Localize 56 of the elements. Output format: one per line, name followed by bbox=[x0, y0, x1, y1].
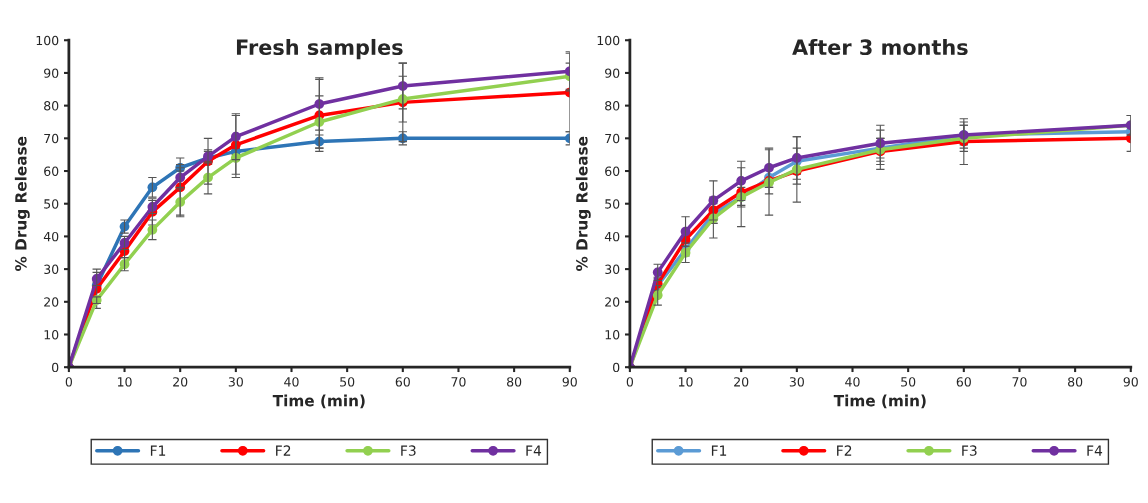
legend-label: F4 bbox=[1087, 445, 1103, 456]
y-tick-label: 90 bbox=[44, 68, 59, 78]
legend-label: F1 bbox=[150, 445, 166, 456]
x-tick-label: 60 bbox=[956, 377, 971, 387]
x-axis-title: Time (min) bbox=[833, 394, 926, 409]
x-tick-label: 70 bbox=[451, 377, 466, 387]
legend-label: F3 bbox=[401, 445, 416, 456]
y-tick-label: 50 bbox=[605, 199, 620, 209]
chart-title: Fresh samples bbox=[236, 38, 403, 60]
y-tick-label: 50 bbox=[44, 199, 59, 209]
x-tick-label: 80 bbox=[507, 377, 522, 387]
x-tick-label: 90 bbox=[1123, 377, 1138, 387]
y-tick-label: 0 bbox=[613, 362, 620, 373]
y-tick-label: 100 bbox=[36, 35, 59, 46]
x-tick-label: 50 bbox=[901, 377, 916, 387]
x-tick-label: 60 bbox=[395, 377, 410, 387]
y-tick-label: 80 bbox=[44, 101, 59, 111]
y-tick-label: 70 bbox=[44, 133, 59, 144]
legend-label: F1 bbox=[711, 445, 727, 456]
y-tick-label: 60 bbox=[605, 166, 620, 176]
y-tick-label: 0 bbox=[52, 362, 59, 373]
y-tick-label: 100 bbox=[597, 35, 620, 46]
x-tick-label: 40 bbox=[845, 377, 860, 387]
x-axis-title: Time (min) bbox=[272, 394, 365, 409]
y-tick-label: 40 bbox=[43, 231, 59, 242]
x-tick-label: 20 bbox=[734, 377, 749, 387]
x-tick-label: 20 bbox=[173, 377, 188, 387]
x-tick-label: 70 bbox=[1012, 377, 1027, 387]
x-tick-label: 90 bbox=[562, 377, 577, 387]
legend-label: F4 bbox=[526, 445, 542, 456]
chart-title: After 3 months bbox=[792, 38, 968, 56]
legend-label: F2 bbox=[276, 445, 291, 456]
y-tick-label: 10 bbox=[605, 329, 620, 340]
x-tick-label: 10 bbox=[117, 377, 132, 387]
y-tick-label: 10 bbox=[44, 329, 59, 340]
y-tick-label: 20 bbox=[605, 297, 620, 307]
x-tick-label: 30 bbox=[228, 377, 243, 387]
y-axis-title: % Drug Release bbox=[575, 136, 591, 271]
x-tick-label: 0 bbox=[626, 377, 634, 387]
x-tick-label: 50 bbox=[340, 377, 355, 387]
legend-label: F3 bbox=[962, 445, 977, 456]
y-tick-label: 90 bbox=[605, 68, 620, 78]
y-tick-label: 30 bbox=[44, 264, 59, 275]
x-tick-label: 40 bbox=[284, 377, 299, 387]
y-tick-label: 60 bbox=[44, 166, 59, 176]
y-tick-label: 40 bbox=[604, 231, 620, 242]
x-tick-label: 80 bbox=[1068, 377, 1083, 387]
y-tick-label: 70 bbox=[605, 133, 620, 144]
legend-label: F2 bbox=[837, 445, 852, 456]
x-tick-label: 10 bbox=[678, 377, 693, 387]
y-tick-label: 20 bbox=[44, 297, 59, 307]
y-tick-label: 80 bbox=[605, 101, 620, 111]
y-axis-title: % Drug Release bbox=[14, 136, 30, 271]
x-tick-label: 0 bbox=[65, 377, 73, 387]
y-tick-label: 30 bbox=[605, 264, 620, 275]
x-tick-label: 30 bbox=[789, 377, 804, 387]
